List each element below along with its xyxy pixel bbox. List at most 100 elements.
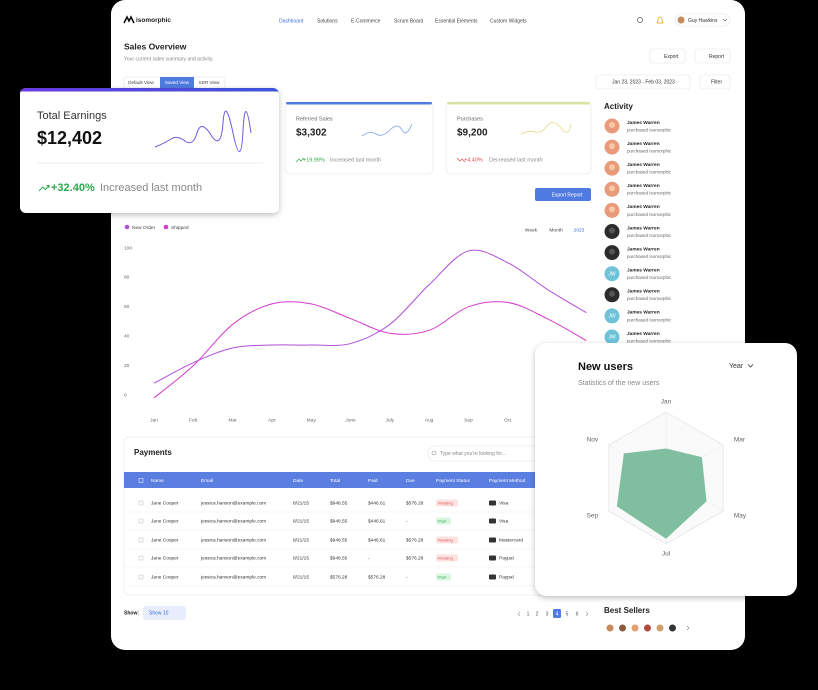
export-report-button[interactable] xyxy=(535,188,591,201)
checkbox[interactable] xyxy=(138,574,144,580)
nav-item[interactable]: Solutions xyxy=(317,18,338,24)
cell: Jane Cooper xyxy=(151,575,179,581)
radar-axis-label: Sep xyxy=(587,513,599,520)
view-tab[interactable]: SDR View xyxy=(199,80,221,85)
legend-swatch xyxy=(124,224,130,230)
status-text: Pending xyxy=(438,537,453,542)
date-range[interactable] xyxy=(595,74,691,90)
page-number[interactable]: 5 xyxy=(566,611,569,617)
checkbox[interactable] xyxy=(138,500,144,506)
seller-avatar xyxy=(619,624,626,632)
seller-avatar xyxy=(656,624,664,632)
radar-axis-label: May xyxy=(734,513,747,520)
checkbox[interactable] xyxy=(138,555,144,561)
radar-title: New users xyxy=(578,361,633,373)
activity-name: James Warren xyxy=(627,141,660,147)
cell: $576.28 xyxy=(330,575,348,581)
nav-item[interactable]: Dashboard xyxy=(279,18,304,24)
activity-name: James Warren xyxy=(627,267,660,273)
method-icon xyxy=(489,500,496,506)
status-badge xyxy=(436,573,451,581)
overlays: Total Earnings $12,402 +32.40% Increased la… xyxy=(20,88,797,596)
header-button[interactable] xyxy=(649,48,686,64)
activity-action: purchased Isomorphic xyxy=(627,338,672,343)
avatar-face xyxy=(609,122,615,128)
checkbox[interactable] xyxy=(138,518,144,524)
show-select[interactable] xyxy=(143,606,186,620)
user-name: Guy Hawkins xyxy=(688,18,718,24)
activity-name: James Warren xyxy=(627,331,660,337)
cell: Mastercard xyxy=(499,538,523,544)
nav-item[interactable]: E-Commerce xyxy=(351,18,381,24)
filter-button[interactable] xyxy=(699,74,731,90)
checkbox[interactable] xyxy=(138,537,144,543)
nav-item[interactable]: Scrum Board xyxy=(394,18,423,24)
activity-name: James Warren xyxy=(627,225,660,231)
column-header[interactable]: Date xyxy=(293,478,303,484)
cell: $576.28 xyxy=(406,501,424,507)
column-header[interactable]: Due xyxy=(406,478,415,484)
nav-item[interactable]: Custom Widgets xyxy=(490,18,527,24)
active-view xyxy=(160,77,194,88)
column-header[interactable]: Total xyxy=(330,478,340,484)
cell: $446.61 xyxy=(368,519,386,525)
page-number[interactable]: 3 xyxy=(546,611,549,617)
search-icon[interactable] xyxy=(637,17,643,23)
period-tab[interactable]: Month xyxy=(549,227,563,233)
view-tab[interactable]: Default View xyxy=(128,80,154,85)
page-number[interactable]: 6 xyxy=(576,611,579,617)
activity-action: purchased Isomorphic xyxy=(627,191,672,196)
view-tab[interactable]: Saved View xyxy=(165,80,190,85)
user-menu[interactable] xyxy=(674,13,731,27)
activity-avatar xyxy=(604,329,620,345)
y-tick-label: 0 xyxy=(124,392,127,398)
page-number[interactable]: 4 xyxy=(556,611,559,617)
method-icon xyxy=(489,518,496,524)
method-icon xyxy=(489,574,496,580)
activity-action: purchased Isomorphic xyxy=(627,170,672,175)
user-avatar xyxy=(677,16,685,24)
column-header[interactable]: Paid xyxy=(368,478,378,484)
y-tick-label: 60 xyxy=(124,304,130,310)
radar-axis-label: Jan xyxy=(661,399,672,406)
cell: jessica.hanson@example.com xyxy=(200,538,266,544)
x-tick-label: Sep xyxy=(464,417,473,423)
status-text: Pending xyxy=(438,500,453,505)
period-select[interactable]: Year xyxy=(729,363,744,370)
cell: $576.28 xyxy=(368,575,386,581)
column-header[interactable]: Payment Status xyxy=(436,478,470,484)
show-label: Show: xyxy=(124,610,139,616)
stat-change: +4.40% xyxy=(464,157,483,163)
status-badge xyxy=(436,536,458,544)
page-number[interactable]: 1 xyxy=(527,611,530,617)
stat-label: Total Earnings xyxy=(37,110,107,122)
stat-label: Purchases xyxy=(457,116,483,122)
status-badge xyxy=(436,554,458,562)
cell: Jane Cooper xyxy=(151,501,179,507)
legend-swatch xyxy=(163,224,169,230)
cell: $948.55 xyxy=(330,501,348,507)
column-header[interactable]: Email xyxy=(201,478,213,484)
avatar-face xyxy=(609,206,615,213)
seller-avatar xyxy=(669,624,676,632)
legend-label: New Order xyxy=(132,225,156,231)
trend-icon xyxy=(38,185,50,192)
column-header[interactable]: Name xyxy=(151,478,164,484)
x-tick-label: Oct xyxy=(504,417,512,423)
activity-action: purchased Isomorphic xyxy=(627,275,672,280)
header-button[interactable] xyxy=(694,48,731,64)
column-header[interactable]: Payment Method xyxy=(489,478,526,484)
period-tab[interactable]: 2023 xyxy=(574,227,585,233)
nav-item[interactable]: Essential Elements xyxy=(435,18,478,24)
activity-action: purchased Isomorphic xyxy=(627,212,672,217)
period-tab[interactable]: Week xyxy=(525,227,538,233)
bell-icon[interactable] xyxy=(656,16,664,24)
chevron xyxy=(722,18,728,22)
cell: jessica.hanson@example.com xyxy=(200,519,266,525)
x-tick-label: Feb xyxy=(189,417,198,423)
cell: - xyxy=(406,520,408,525)
x-tick-label: Apr xyxy=(268,417,276,423)
cell: Paypal xyxy=(499,556,514,562)
page-number[interactable]: 2 xyxy=(536,611,539,617)
logo: isomorphic xyxy=(136,17,171,24)
